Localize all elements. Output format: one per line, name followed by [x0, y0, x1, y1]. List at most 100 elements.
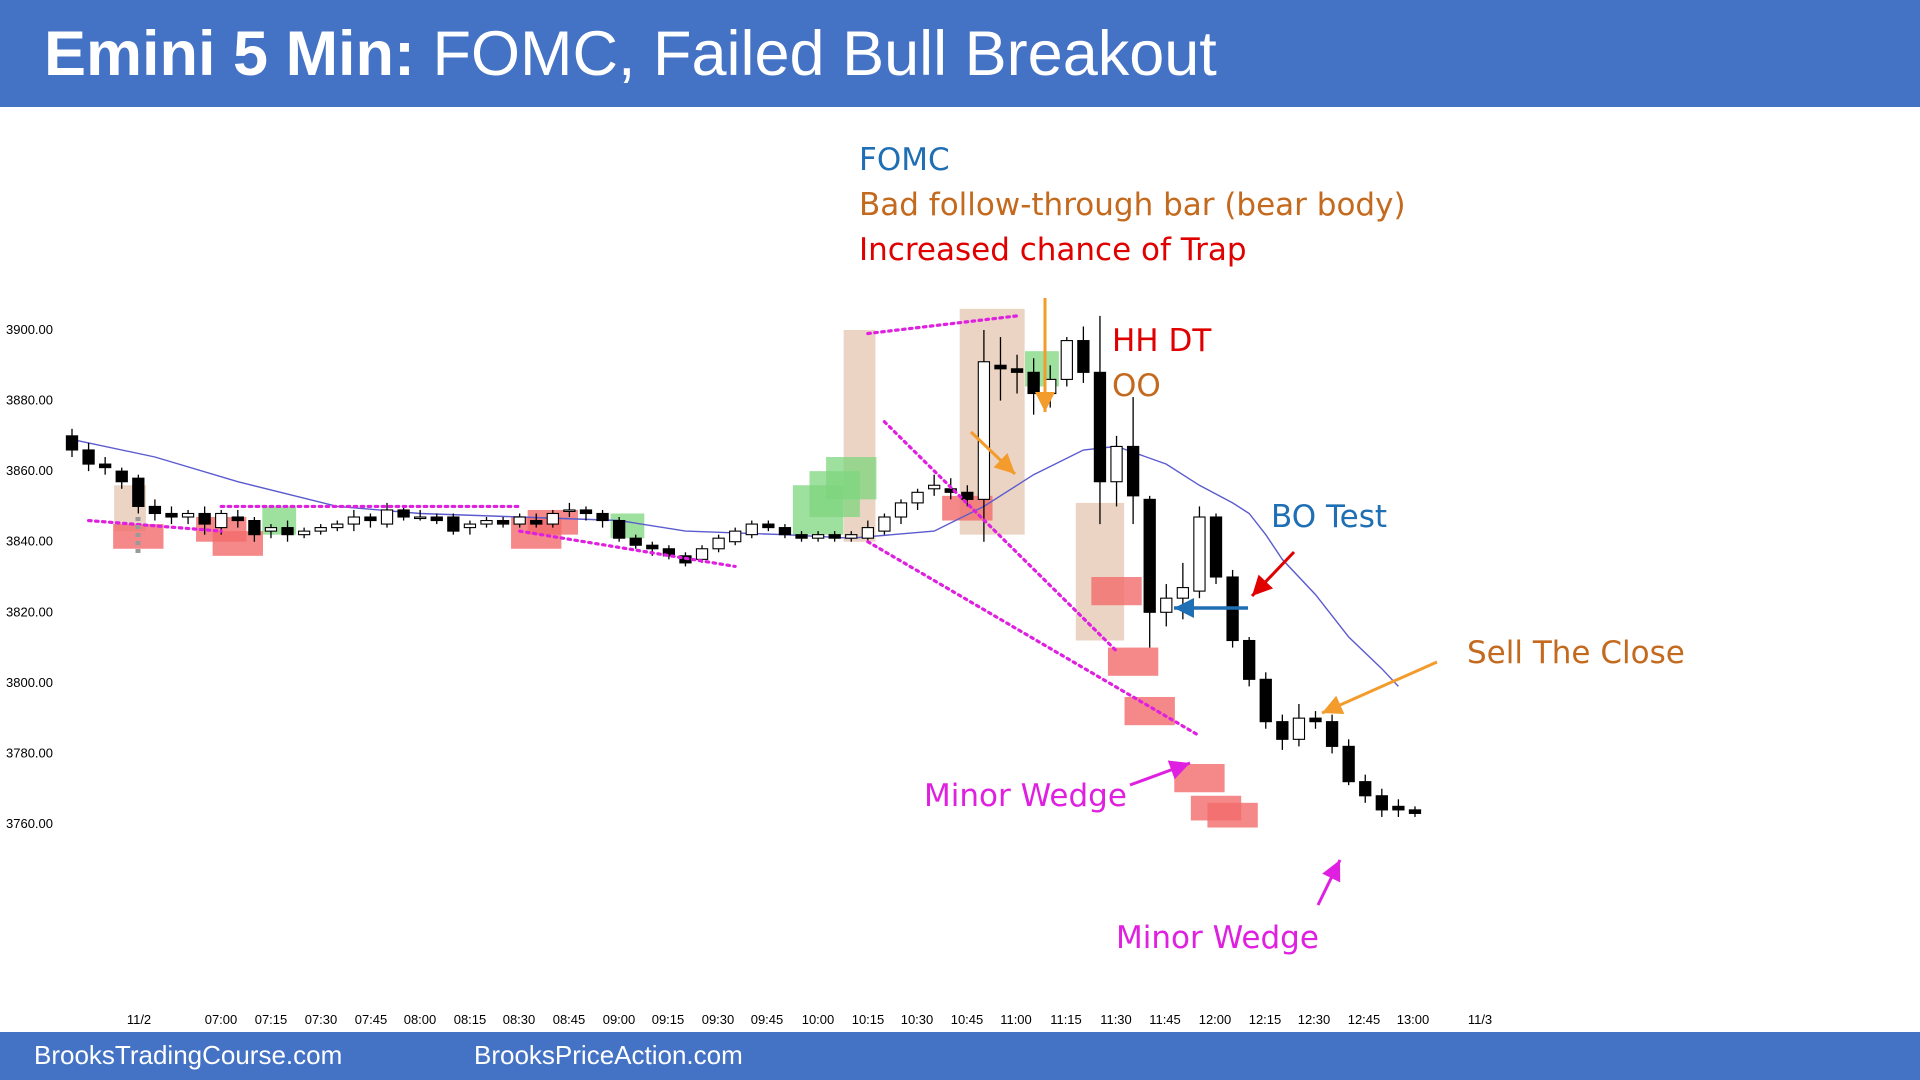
bear-candle: [828, 534, 841, 539]
bear-candle: [1375, 795, 1388, 811]
x-tick-label: 11:45: [1149, 1012, 1181, 1027]
bull-candle: [928, 484, 941, 490]
bear-candle: [65, 435, 79, 451]
bear-signal-zone: [1091, 577, 1142, 606]
bull-candle: [695, 548, 709, 560]
title-bold-part: Emini 5 Min:: [44, 19, 416, 89]
sell-the-close-arrow-head: [1322, 695, 1345, 715]
bo-test-level-arrow-head: [1174, 598, 1194, 618]
bear-signal-zone: [1124, 696, 1175, 726]
bear-candle: [1077, 340, 1090, 373]
x-tick-label: 11:15: [1050, 1012, 1082, 1027]
bull-candle: [297, 530, 311, 536]
bear-candle: [1209, 516, 1223, 578]
title-rest-part: FOMC, Failed Bull Breakout: [415, 19, 1217, 89]
bear-candle: [1259, 678, 1272, 723]
bear-candle: [795, 534, 808, 539]
bull-candle: [264, 527, 278, 532]
bull-candle: [845, 534, 858, 539]
bull-candle: [331, 523, 344, 529]
bear-candle: [961, 491, 974, 500]
x-tick-label: 12:00: [1199, 1012, 1232, 1027]
bear-candle: [1276, 721, 1289, 740]
bear-candle: [629, 537, 642, 546]
bear-candle: [397, 509, 410, 518]
sell-the-close-arrow: [1321, 660, 1438, 715]
bull-candle: [463, 523, 477, 529]
x-tick-label: 09:30: [702, 1012, 735, 1027]
wedge-line: [882, 420, 1119, 653]
bull-candle: [1193, 516, 1206, 592]
minor-wedge-1-arrow-head: [1167, 760, 1190, 780]
bear-candle: [132, 477, 145, 507]
bear-candle: [1309, 717, 1322, 723]
bull-candle: [563, 509, 576, 513]
x-tick-label: 10:45: [951, 1012, 984, 1027]
bull-candle: [314, 527, 327, 532]
bear-candle: [762, 523, 775, 529]
annotation-arrows: [969, 298, 1438, 906]
bear-candle: [1342, 745, 1355, 783]
bull-candle: [1060, 340, 1073, 380]
bear-candle: [596, 512, 609, 522]
annotation-minor-wedge-2: Minor Wedge: [1116, 920, 1319, 956]
bear-candle: [1325, 721, 1339, 747]
y-tick-label: 3860.00: [6, 463, 53, 478]
bear-candle: [1126, 445, 1140, 497]
bear-candle: [496, 519, 510, 525]
signal-zones: [113, 351, 1258, 828]
y-axis: 3900.00 3880.00 3860.00 3840.00 3820.00 3800.…: [6, 322, 53, 831]
x-tick-label: 12:30: [1298, 1012, 1331, 1027]
bear-candle: [82, 449, 95, 465]
bear-candle: [662, 548, 676, 557]
highlight-boxes: [114, 308, 1125, 641]
bear-signal-zone: [1107, 647, 1159, 676]
x-tick-label: 11:30: [1100, 1012, 1132, 1027]
wedge-line: [86, 518, 223, 533]
bear-candle: [281, 527, 294, 536]
y-tick-label: 3820.00: [6, 604, 53, 619]
bear-candle: [99, 463, 112, 469]
bull-candle: [347, 516, 361, 525]
bear-candle: [994, 364, 1007, 370]
title-bar: Emini 5 Min: FOMC, Failed Bull Breakout: [0, 0, 1920, 107]
footer-link-brooks-price-action[interactable]: BrooksPriceAction.com: [474, 1040, 743, 1070]
chart-title: Emini 5 Min: FOMC, Failed Bull Breakout: [44, 18, 1217, 90]
annotation-bo-test: BO Test: [1271, 499, 1387, 535]
bear-candle: [530, 519, 543, 525]
x-tick-label: 10:00: [802, 1012, 835, 1027]
wedge-lines: [86, 314, 1202, 738]
wedge-line: [866, 540, 1202, 738]
x-axis: 11/2 07:00 07:15 07:30 07:45 08:00 08:15 08:30 0…: [127, 1012, 1492, 1027]
annotations: FOMC Bad follow-through bar (bear body) …: [859, 142, 1685, 956]
annotation-sell-the-close: Sell The Close: [1467, 635, 1685, 671]
bull-candle: [878, 516, 891, 532]
y-tick-label: 3900.00: [6, 322, 53, 337]
candles: [65, 315, 1422, 817]
bear-candle: [612, 519, 626, 539]
bear-candle: [115, 470, 128, 483]
bear-candle: [1392, 805, 1405, 811]
bull-candle: [1160, 597, 1173, 613]
x-tick-label: 07:45: [355, 1012, 388, 1027]
x-tick-label: 09:00: [603, 1012, 636, 1027]
fomc-arrow-head: [1035, 392, 1055, 412]
footer-link-brooks-trading-course[interactable]: BrooksTradingCourse.com: [34, 1040, 343, 1070]
x-tick-label: 13:00: [1397, 1012, 1430, 1027]
x-tick-label: 12:45: [1348, 1012, 1381, 1027]
bear-candle: [1359, 781, 1372, 797]
bear-candle: [148, 505, 162, 515]
x-tick-label: 11/3: [1468, 1012, 1492, 1027]
bull-candle: [729, 530, 742, 543]
x-tick-label: 07:15: [255, 1012, 288, 1027]
bear-candle: [248, 519, 261, 536]
bull-candle: [380, 509, 394, 525]
bull-candle: [861, 527, 874, 539]
bull-candle: [811, 534, 825, 539]
x-tick-label: 07:30: [305, 1012, 338, 1027]
bar-arrow-head: [993, 452, 1015, 474]
annotation-oo: OO: [1112, 368, 1161, 404]
bear-candle: [165, 512, 178, 518]
price-chart: 3900.00 3880.00 3860.00 3840.00 3820.00 3800.…: [6, 142, 1685, 1027]
bear-candle: [1243, 639, 1256, 680]
